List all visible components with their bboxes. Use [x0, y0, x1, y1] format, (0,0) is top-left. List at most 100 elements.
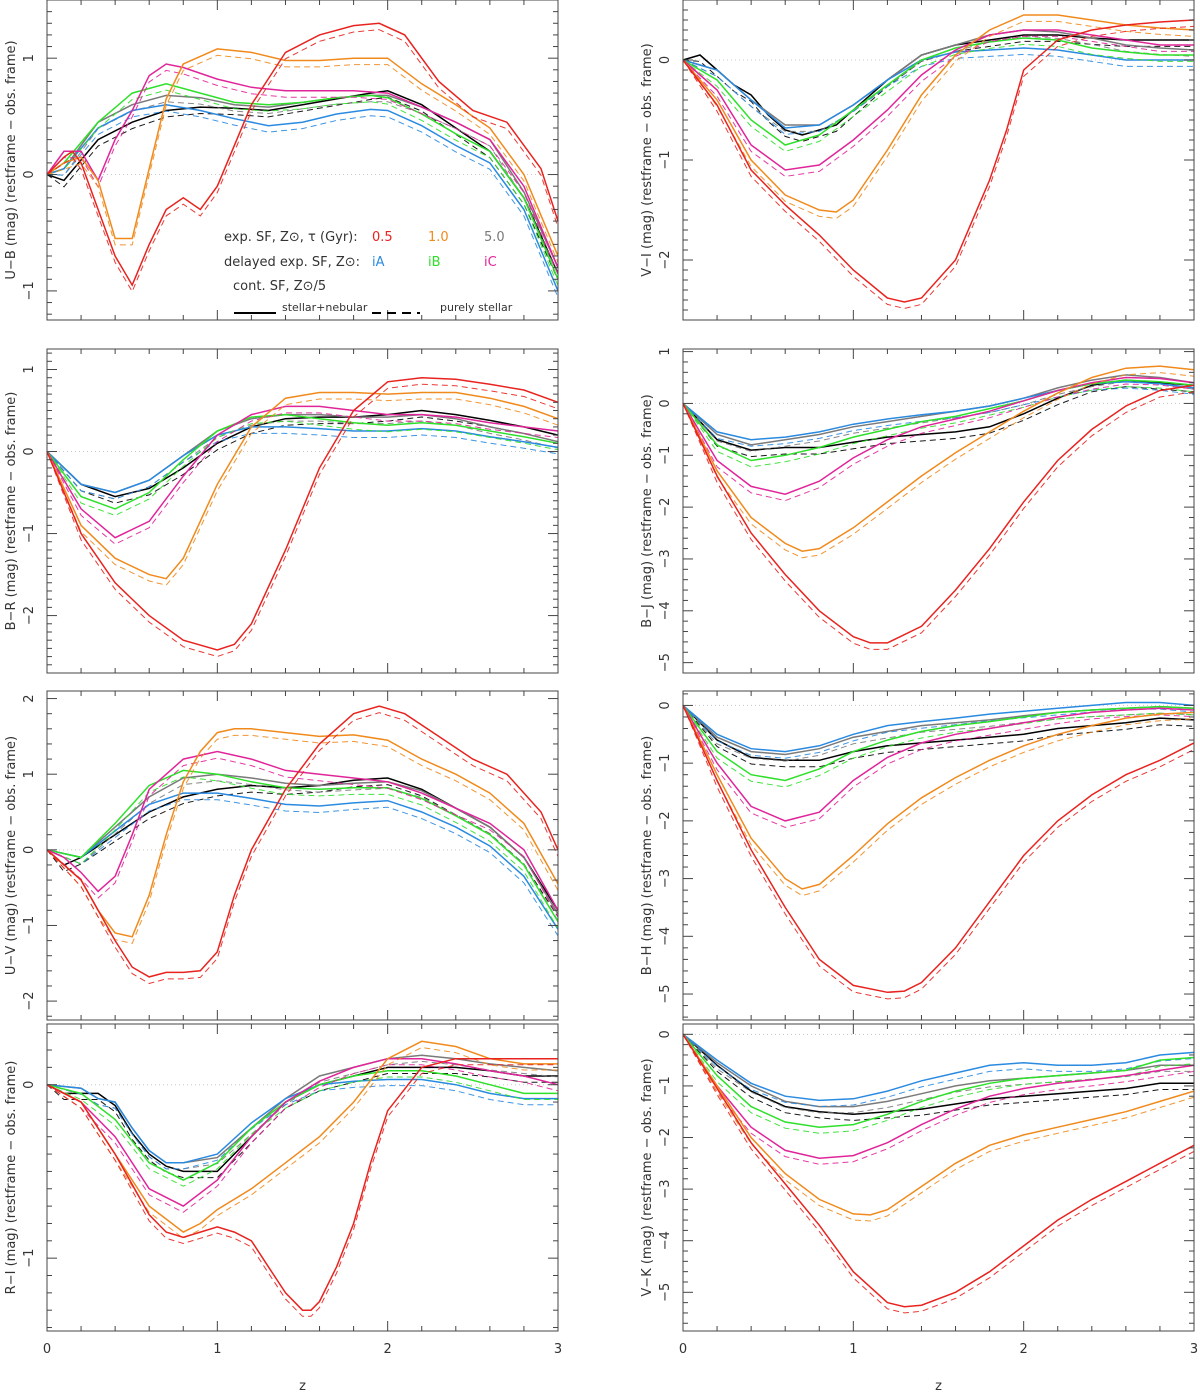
legend-row2-value: iA	[372, 255, 385, 270]
series-line-tau_5_0	[682, 374, 1195, 446]
series-line-tau_0_5	[46, 1057, 558, 1311]
legend-dashed-label: purely stellar	[440, 301, 513, 314]
y-tick-label: 2	[22, 694, 37, 702]
series-dashed-iC	[682, 35, 1194, 177]
y-tick-label: 1	[658, 347, 673, 355]
series-dashed-iA	[46, 110, 559, 298]
y-tick-label: 0	[658, 399, 673, 407]
series-dashed-tau_1_0	[46, 54, 559, 263]
panel-vk: −5 −4 −3 −2 −1 0 V−K (mag) (restframe − obs. f…	[640, 1023, 1198, 1394]
series-dashed-tau_0_5	[46, 383, 559, 658]
plot-frame	[682, 0, 1195, 321]
series-line-iC	[46, 63, 559, 268]
y-tick-label: −3	[658, 549, 673, 568]
series-line-cont	[46, 1066, 558, 1173]
y-tick-label: 0	[22, 846, 37, 854]
series-dashed-tau_5_0	[46, 780, 559, 921]
y-tick-label: −4	[658, 927, 673, 946]
y-axis-label: B−R (mag) (restframe − obs. frame)	[4, 392, 19, 631]
series-dashed-iB	[46, 776, 559, 929]
panel-bh: −5 −4 −3 −2 −1 0 B−H (mag) (restframe − obs. f…	[640, 690, 1195, 1021]
x-tick-label: 2	[1020, 1342, 1028, 1357]
y-tick-label: −1	[22, 281, 37, 300]
series-dashed-tau_1_0	[682, 20, 1195, 219]
series-dashed-tau_0_5	[682, 705, 1195, 1000]
panel-ub: −1 0 1U−B (mag) (restframe − obs. frame)	[4, 0, 559, 321]
series-dashed-iA	[682, 705, 1195, 759]
series-line-iB	[46, 83, 559, 280]
series-line-tau_5_0	[46, 773, 559, 915]
y-tick-label: 0	[658, 56, 673, 64]
series-line-tau_1_0	[46, 1040, 558, 1233]
series-dashed-iB	[46, 89, 559, 286]
series-dashed-iB	[682, 43, 1194, 152]
series-line-iC	[46, 405, 559, 539]
series-line-iA	[46, 103, 559, 292]
series-line-iA	[682, 701, 1195, 753]
series-dashed-iB	[682, 705, 1195, 788]
series-dashed-iC	[46, 412, 559, 545]
y-tick-label: −1	[658, 446, 673, 465]
series-line-tau_5_0	[682, 29, 1195, 126]
y-tick-label: 0	[22, 170, 37, 178]
legend-row2-value: iB	[428, 255, 441, 270]
y-tick-label: −2	[658, 1128, 673, 1147]
legend-row1-label: exp. SF, Z⊙, τ (Gyr):	[224, 230, 358, 245]
series-dashed-iB	[46, 1076, 558, 1187]
panel-ri: −10R−I (mag) (restframe − obs. frame)0 1 2…	[4, 1023, 562, 1394]
y-tick-label: −4	[658, 601, 673, 620]
x-axis-label: z	[935, 1379, 942, 1394]
series-line-iB	[46, 769, 559, 923]
series-dashed-iC	[682, 1034, 1195, 1165]
y-tick-label: −5	[658, 1283, 673, 1302]
y-axis-label: R−I (mag) (restframe − obs. frame)	[4, 1061, 19, 1295]
series-dashed-iC	[46, 69, 559, 275]
legend: exp. SF, Z⊙, τ (Gyr): 0.5 1.0 5.0 delayed ex…	[224, 230, 513, 314]
y-tick-label: 1	[22, 770, 37, 778]
series-line-iB	[682, 704, 1195, 782]
legend-solid-label: stellar+nebular	[282, 301, 368, 314]
series-line-iB	[46, 1070, 558, 1181]
panel-br: −2 −1 0 1 B−R (mag) (restframe − obs. frame)	[4, 348, 559, 674]
series-dashed-tau_0_5	[46, 29, 559, 293]
x-tick-label: 3	[554, 1342, 562, 1357]
x-tick-label: 0	[43, 1342, 51, 1357]
series-line-tau_1_0	[46, 48, 559, 257]
series-dashed-iA	[682, 387, 1195, 447]
legend-row1-value: 5.0	[484, 230, 505, 245]
series-dashed-iA	[682, 1033, 1195, 1108]
x-tick-label: 1	[213, 1342, 221, 1357]
series-dashed-iA	[46, 799, 559, 937]
x-tick-label: 3	[1190, 1342, 1198, 1357]
series-line-tau_0_5	[682, 1033, 1195, 1308]
y-tick-label: −1	[22, 1249, 37, 1268]
y-tick-label: −3	[658, 869, 673, 888]
series-line-tau_0_5	[46, 376, 559, 651]
x-tick-label: 0	[679, 1342, 687, 1357]
series-dashed-tau_0_5	[46, 1064, 558, 1317]
series-dashed-tau_5_0	[46, 420, 559, 500]
y-tick-label: −2	[22, 606, 37, 625]
series-line-iA	[46, 1078, 558, 1164]
series-line-iC	[682, 1033, 1195, 1159]
series-dashed-tau_1_0	[682, 1034, 1195, 1222]
plot-frame	[682, 690, 1195, 1021]
series-line-cont	[682, 1033, 1194, 1116]
y-tick-label: −2	[22, 992, 37, 1011]
series-line-tau_1_0	[46, 391, 559, 580]
series-line-tau_1_0	[682, 14, 1195, 213]
y-tick-label: −2	[658, 498, 673, 517]
series-dashed-cont	[46, 96, 559, 281]
series-dashed-tau_5_0	[682, 380, 1195, 452]
series-dashed-iC	[46, 757, 559, 918]
series-line-iA	[46, 426, 559, 494]
series-line-iB	[682, 1033, 1195, 1128]
series-dashed-cont	[46, 416, 559, 504]
y-tick-label: −2	[658, 250, 673, 269]
series-line-cont	[682, 704, 1195, 762]
series-dashed-tau_0_5	[682, 1034, 1195, 1314]
series-line-tau_0_5	[46, 705, 559, 978]
series-dashed-cont	[682, 386, 1195, 458]
series-line-tau_1_0	[682, 365, 1195, 552]
